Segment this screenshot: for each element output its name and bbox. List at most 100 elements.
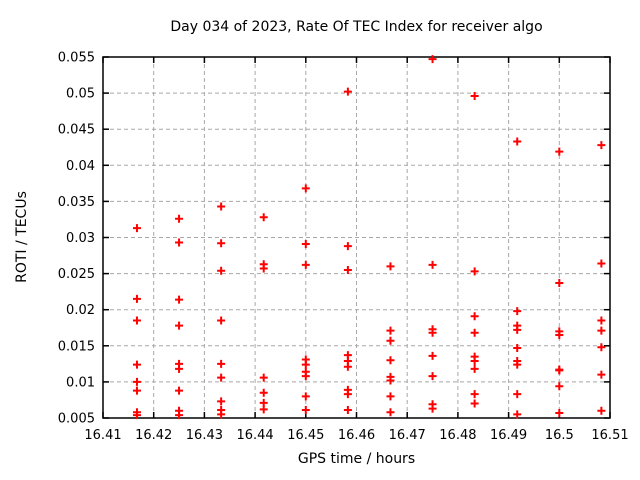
data-point xyxy=(343,406,352,415)
y-tick-label: 0.055 xyxy=(58,51,95,66)
data-point xyxy=(301,239,310,248)
data-point xyxy=(259,388,268,397)
x-axis-title: GPS time / hours xyxy=(297,451,416,467)
data-point xyxy=(217,266,226,275)
data-point xyxy=(343,362,352,371)
data-point xyxy=(597,259,606,268)
data-point xyxy=(301,372,310,381)
y-tick-label: 0.01 xyxy=(66,375,95,390)
x-tick-label: 16.43 xyxy=(186,428,223,443)
x-tick-label: 16.45 xyxy=(287,428,324,443)
data-point xyxy=(386,262,395,271)
data-point xyxy=(259,213,268,222)
y-tick-label: 0.045 xyxy=(58,123,95,138)
y-tick-label: 0.035 xyxy=(58,195,95,210)
x-tick-label: 16.46 xyxy=(338,428,375,443)
data-point xyxy=(386,336,395,345)
data-point xyxy=(513,137,522,146)
y-tick-label: 0.02 xyxy=(66,303,95,318)
data-point xyxy=(343,242,352,251)
data-point xyxy=(132,224,141,233)
data-point xyxy=(597,141,606,150)
data-point xyxy=(217,202,226,211)
data-point xyxy=(428,260,437,269)
data-point xyxy=(132,386,141,395)
data-point xyxy=(175,295,184,304)
data-point xyxy=(555,147,564,156)
data-point xyxy=(555,330,564,339)
data-point xyxy=(597,406,606,415)
data-point xyxy=(513,325,522,334)
data-point xyxy=(259,405,268,414)
data-point xyxy=(217,410,226,419)
x-tick-label: 16.47 xyxy=(389,428,426,443)
data-point xyxy=(470,328,479,337)
data-point xyxy=(386,326,395,335)
data-point xyxy=(555,382,564,391)
data-point xyxy=(470,312,479,321)
data-point xyxy=(470,91,479,100)
data-point xyxy=(301,392,310,401)
data-point xyxy=(301,260,310,269)
data-point xyxy=(513,343,522,352)
x-tick-label: 16.44 xyxy=(236,428,273,443)
data-point xyxy=(597,343,606,352)
data-point xyxy=(597,316,606,325)
data-point xyxy=(132,360,141,369)
data-point xyxy=(217,239,226,248)
data-point xyxy=(513,390,522,399)
data-point xyxy=(513,307,522,316)
data-point xyxy=(470,399,479,408)
data-point xyxy=(175,386,184,395)
data-point xyxy=(217,359,226,368)
y-tick-label: 0.015 xyxy=(58,339,95,354)
data-point xyxy=(343,390,352,399)
data-point xyxy=(259,373,268,382)
data-point xyxy=(175,321,184,330)
x-tick-label: 16.49 xyxy=(490,428,527,443)
y-tick-label: 0.04 xyxy=(66,159,95,174)
data-point xyxy=(470,364,479,373)
y-tick-label: 0.005 xyxy=(58,412,95,427)
data-point xyxy=(301,360,310,369)
data-point xyxy=(175,238,184,247)
data-point xyxy=(470,267,479,276)
data-point xyxy=(132,377,141,386)
data-point xyxy=(175,214,184,223)
data-point xyxy=(386,408,395,417)
y-axis-title: ROTI / TECUs xyxy=(14,191,30,283)
data-point xyxy=(386,392,395,401)
data-point xyxy=(555,366,564,375)
data-point xyxy=(513,410,522,419)
data-point xyxy=(513,360,522,369)
y-tick-label: 0.03 xyxy=(66,231,95,246)
data-point xyxy=(555,408,564,417)
data-point xyxy=(470,356,479,365)
data-point xyxy=(301,406,310,415)
data-point xyxy=(343,87,352,96)
data-point xyxy=(217,316,226,325)
y-tick-label: 0.025 xyxy=(58,267,95,282)
data-point xyxy=(428,55,437,64)
x-tick-label: 16.41 xyxy=(84,428,121,443)
data-point xyxy=(343,265,352,274)
data-point xyxy=(175,411,184,420)
data-point xyxy=(597,370,606,379)
data-point xyxy=(428,351,437,360)
data-point xyxy=(217,397,226,406)
data-point xyxy=(301,184,310,193)
x-tick-label: 16.51 xyxy=(591,428,628,443)
data-point xyxy=(428,328,437,337)
data-point xyxy=(555,278,564,287)
data-point xyxy=(428,372,437,381)
data-point xyxy=(428,404,437,413)
x-tick-label: 16.42 xyxy=(135,428,172,443)
data-point xyxy=(132,411,141,420)
y-tick-label: 0.05 xyxy=(66,87,95,102)
data-point xyxy=(132,316,141,325)
x-tick-label: 16.5 xyxy=(545,428,574,443)
data-point xyxy=(259,264,268,273)
data-point xyxy=(132,294,141,303)
